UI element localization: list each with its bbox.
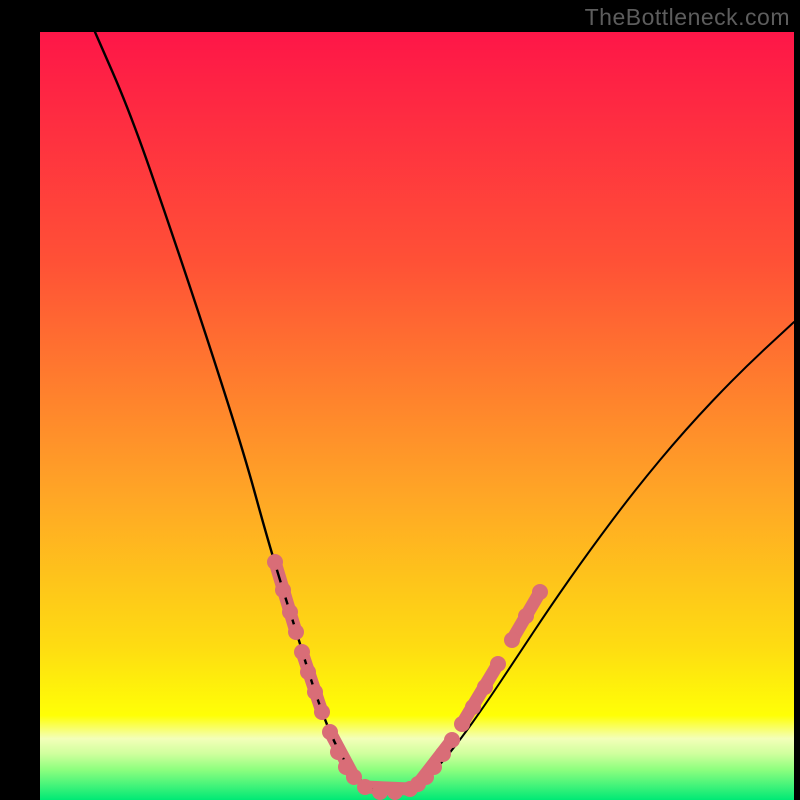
marker-dot <box>454 716 470 732</box>
marker-dot <box>294 644 310 660</box>
marker-dot <box>372 784 388 800</box>
marker-dot <box>518 608 534 624</box>
marker-dot <box>275 582 291 598</box>
marker-dot <box>330 744 346 760</box>
marker-dot <box>300 664 316 680</box>
watermark-text: TheBottleneck.com <box>585 4 790 31</box>
marker-dot <box>282 604 298 620</box>
frame: TheBottleneck.com <box>0 0 800 800</box>
marker-dot <box>314 704 330 720</box>
marker-dot <box>444 732 460 748</box>
marker-dot <box>387 784 403 800</box>
marker-dot <box>465 699 481 715</box>
plot-area <box>40 32 794 800</box>
marker-dot <box>267 554 283 570</box>
curve-left <box>95 32 372 789</box>
marker-dot <box>532 584 548 600</box>
marker-dot <box>426 759 442 775</box>
marker-dot <box>504 632 520 648</box>
marker-dot <box>322 724 338 740</box>
marker-dot <box>288 624 304 640</box>
marker-dot <box>435 746 451 762</box>
marker-dot <box>357 779 373 795</box>
marker-dot <box>490 656 506 672</box>
marker-group <box>267 554 548 800</box>
chart-svg <box>40 32 794 800</box>
marker-dot <box>307 684 323 700</box>
marker-dot <box>477 679 493 695</box>
